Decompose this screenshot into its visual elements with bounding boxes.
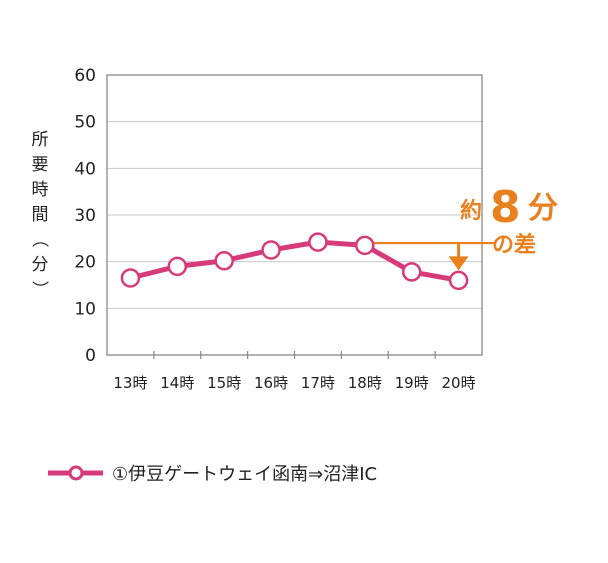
x-tick-label: 18時 xyxy=(348,374,382,392)
annotation-number: 8 xyxy=(490,182,521,233)
x-tick-label: 15時 xyxy=(207,374,241,392)
annotation-unit: 分 xyxy=(528,191,558,226)
data-point xyxy=(167,256,188,277)
data-point xyxy=(355,235,375,256)
series-group xyxy=(120,232,469,291)
grid-lines xyxy=(107,121,482,309)
x-tick-label: 14時 xyxy=(160,374,194,392)
y-axis-label-char: 時 xyxy=(32,180,49,200)
data-point xyxy=(214,250,234,271)
x-tick-label: 19時 xyxy=(395,374,429,392)
legend: ①伊豆ゲートウェイ函南⇒沼津IC xyxy=(48,464,377,485)
y-tick-label: 20 xyxy=(74,253,96,273)
data-point xyxy=(308,232,328,252)
y-tick-labels: 0 10 20 30 40 50 60 xyxy=(74,66,96,366)
y-tick-label: 60 xyxy=(74,66,96,86)
y-axis-label-char: 所 xyxy=(32,130,49,150)
data-point xyxy=(401,262,422,282)
y-tick-label: 40 xyxy=(74,159,96,179)
y-tick-label: 50 xyxy=(74,113,96,133)
y-axis-label-char: ） xyxy=(29,281,49,298)
x-tick-label: 13時 xyxy=(113,374,147,392)
x-tick-label: 17時 xyxy=(301,374,335,392)
y-axis-label-char: （ xyxy=(29,231,49,248)
y-axis-label-char: 間 xyxy=(32,205,49,225)
data-point xyxy=(261,240,281,260)
plot-frame xyxy=(106,74,483,356)
x-tick-labels: 13時 14時 15時 16時 17時 18時 19時 20時 xyxy=(113,374,475,392)
annotation-arrow-head xyxy=(448,256,469,271)
annotation-prefix: 約 xyxy=(460,198,482,224)
annotation-suffix: の差 xyxy=(492,232,536,258)
data-point xyxy=(448,270,469,291)
y-tick-label: 10 xyxy=(74,299,96,319)
legend-label: ①伊豆ゲートウェイ函南⇒沼津IC xyxy=(112,464,377,485)
y-axis-label-char: 要 xyxy=(32,155,49,175)
y-tick-label: 0 xyxy=(85,346,96,366)
legend-marker xyxy=(68,465,84,481)
y-axis-label-char: 分 xyxy=(32,255,49,275)
x-tick-label: 16時 xyxy=(254,374,288,392)
y-tick-label: 30 xyxy=(74,206,96,226)
data-point xyxy=(120,268,141,288)
x-tick-label: 20時 xyxy=(442,374,476,392)
difference-annotation: 約 8 分の差 xyxy=(317,182,558,271)
